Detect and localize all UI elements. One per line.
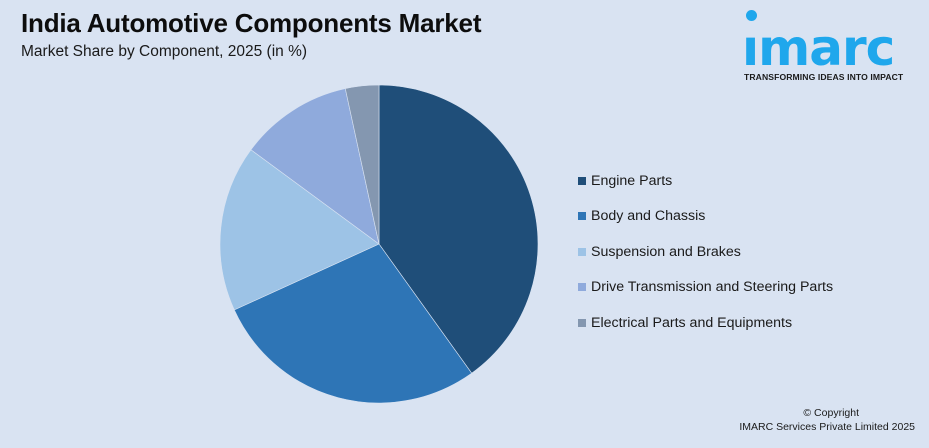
legend-label: Engine Parts	[591, 172, 673, 189]
chart-subtitle: Market Share by Component, 2025 (in %)	[21, 43, 308, 60]
company-line: IMARC Services Private Limited 2025	[739, 421, 915, 433]
legend-swatch-icon	[578, 318, 586, 327]
pie-slice-electrical-parts-and-equipments	[344, 84, 380, 245]
chart-title: India Automotive Components Market	[21, 8, 482, 38]
legend-label: Suspension and Brakes	[591, 243, 741, 260]
legend-swatch-icon	[578, 176, 586, 185]
pie-slice-suspension-and-brakes	[219, 149, 380, 311]
pie-chart	[219, 84, 539, 404]
legend-swatch-icon	[578, 212, 586, 221]
legend-label: Drive Transmission and Steering Parts	[591, 279, 834, 296]
legend-item-suspension-and-brakes: Suspension and Brakes	[578, 234, 833, 270]
legend-label: Body and Chassis	[591, 208, 706, 225]
pie-slice-engine-parts	[378, 84, 539, 374]
copyright-footer: © Copyright IMARC Services Private Limit…	[739, 406, 915, 434]
logo-wordmark: ımarc	[742, 19, 895, 77]
chart-legend: Engine Parts Body and Chassis Suspension…	[578, 163, 833, 341]
logo-tagline: TRANSFORMING IDEAS INTO IMPACT	[744, 72, 904, 82]
legend-swatch-icon	[578, 283, 586, 292]
copyright-line: © Copyright	[803, 407, 859, 419]
legend-swatch-icon	[578, 247, 586, 256]
legend-item-engine-parts: Engine Parts	[578, 163, 833, 199]
pie-slice-drive-transmission-and-steering-parts	[250, 88, 380, 245]
logo-dot-icon	[746, 10, 757, 21]
legend-item-drive-transmission: Drive Transmission and Steering Parts	[578, 270, 833, 306]
pie-slice-body-and-chassis	[233, 243, 473, 404]
legend-item-electrical-parts: Electrical Parts and Equipments	[578, 305, 833, 341]
legend-label: Electrical Parts and Equipments	[591, 314, 793, 331]
legend-item-body-and-chassis: Body and Chassis	[578, 199, 833, 235]
imarc-logo: ımarc TRANSFORMING IDEAS INTO IMPACT	[742, 6, 922, 86]
